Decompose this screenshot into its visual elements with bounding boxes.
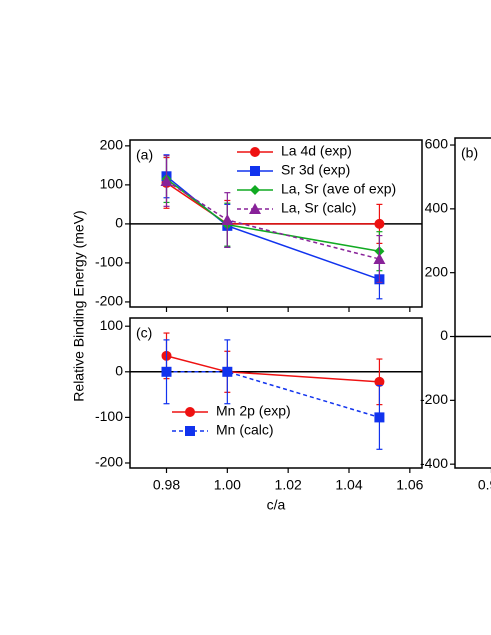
marker [221,213,234,225]
y-tick-label: 0 [115,215,123,231]
x-tick-label: 1.06 [396,477,423,493]
y-tick-label: 600 [425,136,449,152]
y-tick-label: 200 [100,137,124,153]
legend-marker [185,407,195,417]
x-tick-label: 1.00 [214,477,241,493]
legend-marker [185,426,195,436]
legend-marker [250,147,260,157]
x-tick-label: 0.98 [478,477,491,493]
x-tick-label: 1.02 [275,477,302,493]
y-tick-label: -200 [95,293,123,309]
legend-label: Sr 3d (exp) [281,162,350,178]
marker [160,174,173,186]
plot-frame [129,317,423,469]
y-tick-label: -100 [95,408,123,424]
y-tick-label: 200 [425,263,449,279]
legend-label: Mn 2p (exp) [216,403,291,419]
panel-label: (c) [136,325,152,341]
legend-label: La, Sr (ave of exp) [281,181,396,197]
plot-frame [454,137,491,469]
legend-label: La, Sr (calc) [281,200,356,216]
marker [374,412,385,423]
x-tick-label: 0.98 [153,477,180,493]
y-tick-label: -200 [95,454,123,470]
legend-label: Mn (calc) [216,422,274,438]
y-tick-label: 100 [100,317,124,333]
y-tick-label: 400 [425,200,449,216]
legend-marker [250,166,260,176]
x-axis-label: c/a [267,497,286,513]
legend-marker [250,185,260,195]
y-axis-label: Relative Binding Energy (meV) [71,210,87,401]
y-tick-label: -400 [420,455,448,471]
series-line [166,355,380,383]
y-tick-label: 0 [440,327,448,343]
panel-label: (b) [461,145,478,161]
x-tick-label: 1.04 [335,477,362,493]
marker [222,366,233,377]
marker [374,376,385,387]
legend-label: La 4d (exp) [281,143,352,159]
y-tick-label: 100 [100,176,124,192]
marker [373,253,386,265]
panel-label: (a) [136,147,153,163]
y-tick-label: 0 [115,363,123,379]
legend-marker [249,203,261,214]
y-tick-label: -100 [95,254,123,270]
y-tick-label: -200 [420,391,448,407]
marker [374,218,385,229]
marker [161,366,172,377]
